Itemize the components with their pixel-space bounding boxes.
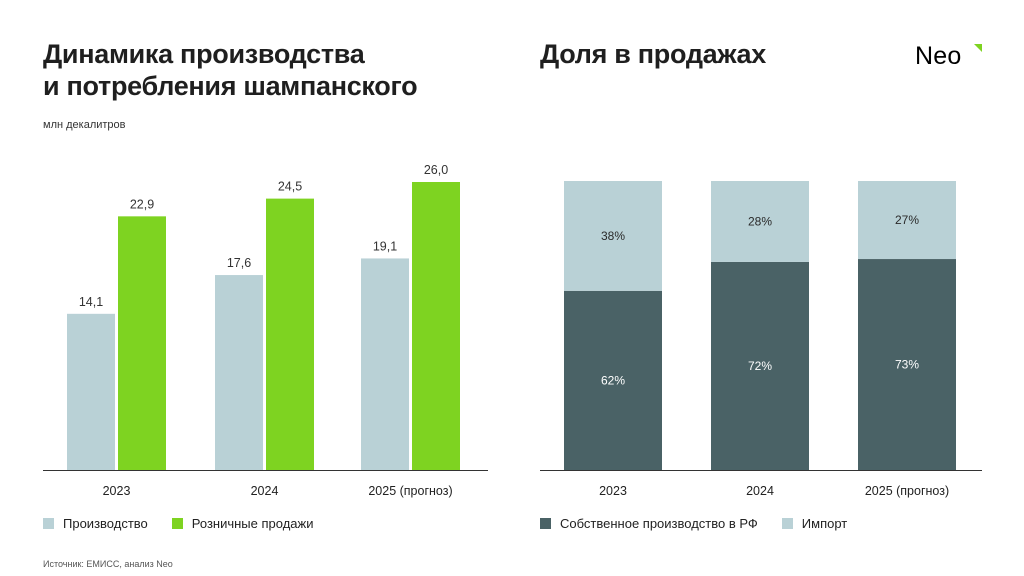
data-label-production-2: 19,1 bbox=[373, 239, 397, 253]
x-tick-label-0: 2023 bbox=[103, 484, 131, 498]
logo-accent-shape bbox=[974, 44, 982, 52]
legend-swatch-production bbox=[43, 518, 54, 529]
legend-label-domestic: Собственное производство в РФ bbox=[560, 516, 758, 531]
x-tick-label-2: 2025 (прогноз) bbox=[368, 484, 452, 498]
pct-label-domestic-2: 73% bbox=[895, 358, 919, 372]
legend-swatch-retail bbox=[171, 518, 183, 529]
neo-logo: Neo bbox=[914, 40, 986, 70]
bar-production-0 bbox=[67, 313, 115, 470]
pct-label-import-0: 38% bbox=[601, 229, 625, 243]
data-label-production-1: 17,6 bbox=[227, 256, 251, 270]
x-tick-label-1: 2024 bbox=[251, 484, 279, 498]
data-label-retail-0: 22,9 bbox=[130, 197, 154, 211]
stacked-bar-domestic-2 bbox=[858, 259, 956, 470]
x-tick-label-right-0: 2023 bbox=[599, 484, 627, 498]
legend-item-production: Производство bbox=[43, 516, 148, 531]
legend-label-retail: Розничные продажи bbox=[191, 516, 314, 531]
pct-label-domestic-1: 72% bbox=[748, 359, 772, 373]
data-label-production-0: 14,1 bbox=[79, 295, 103, 309]
left-chart-legend: Производство Розничные продажи bbox=[43, 516, 337, 531]
right-chart-legend: Собственное производство в РФ Импорт bbox=[540, 516, 871, 531]
bar-production-2 bbox=[361, 258, 409, 470]
left-title-line-2: и потребления шампанского bbox=[43, 71, 418, 101]
legend-item-domestic: Собственное производство в РФ bbox=[540, 516, 758, 531]
data-label-retail-2: 26,0 bbox=[424, 163, 448, 177]
legend-swatch-domestic bbox=[540, 518, 551, 529]
sales-share-chart: 62% 38% 2023 72% 28% 2024 73% 27% 2025 (прогноз) bbox=[540, 181, 982, 498]
stacked-bar-import-2 bbox=[858, 181, 956, 260]
right-chart-title: Доля в продажах bbox=[540, 39, 766, 69]
stacked-bar-domestic-1 bbox=[711, 261, 809, 470]
legend-item-import: Импорт bbox=[781, 516, 848, 531]
x-tick-label-right-1: 2024 bbox=[746, 484, 774, 498]
logo-text: Neo bbox=[915, 42, 961, 70]
data-label-retail-1: 24,5 bbox=[278, 180, 302, 194]
x-tick-label-right-2: 2025 (прогноз) bbox=[865, 484, 949, 498]
production-consumption-chart: 14,1 22,9 2023 17,6 24,5 2024 19,1 26,0 2025 (пр… bbox=[43, 163, 488, 498]
bar-retail-2 bbox=[412, 182, 460, 470]
left-title-line-1: Динамика производства bbox=[43, 39, 365, 69]
units-label: млн декалитров bbox=[43, 119, 126, 131]
neo-logo-mark: Neo bbox=[915, 42, 982, 70]
source-note: Источник: ЕМИСС, анализ Neo bbox=[43, 559, 173, 569]
legend-label-import: Импорт bbox=[801, 516, 848, 531]
legend-item-retail: Розничные продажи bbox=[171, 516, 314, 531]
bar-retail-0 bbox=[118, 216, 166, 470]
bar-production-1 bbox=[215, 275, 263, 470]
stacked-bar-domestic-0 bbox=[564, 290, 662, 470]
pct-label-import-1: 28% bbox=[748, 214, 772, 228]
legend-label-production: Производство bbox=[63, 516, 148, 531]
pct-label-domestic-0: 62% bbox=[601, 373, 625, 387]
left-chart-title: Динамика производства и потребления шамп… bbox=[43, 38, 503, 102]
pct-label-import-2: 27% bbox=[895, 213, 919, 227]
stacked-bar-import-1 bbox=[711, 181, 809, 262]
stacked-bar-import-0 bbox=[564, 181, 662, 291]
legend-swatch-import bbox=[781, 518, 793, 529]
bar-retail-1 bbox=[266, 198, 314, 470]
